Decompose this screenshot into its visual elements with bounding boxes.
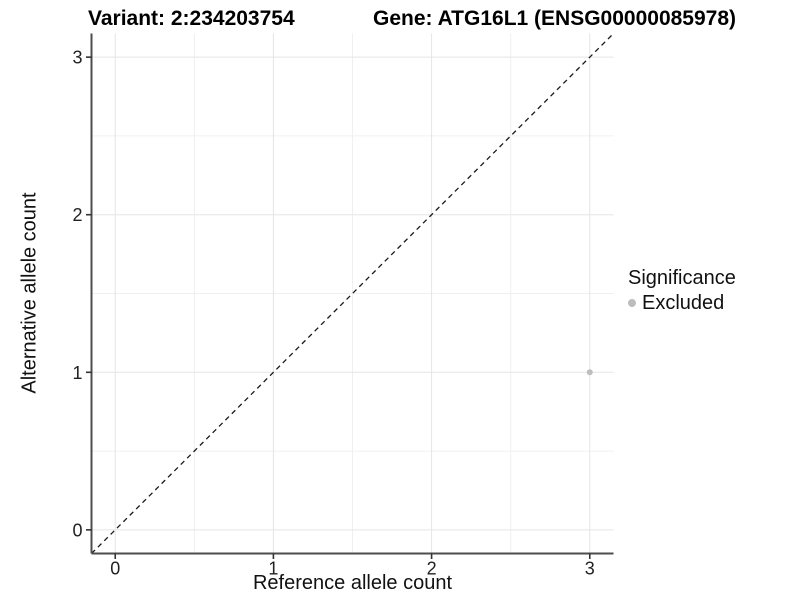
identity-line [91,33,614,554]
x-tick-label: 2 [427,559,437,579]
y-tick-label: 0 [72,520,82,540]
y-axis-title: Alternative allele count [18,192,41,394]
legend-entry-excluded: Excluded [628,291,736,315]
legend-entry-label: Excluded [642,292,725,314]
legend-title: Significance [628,267,736,289]
y-tick-label: 1 [72,363,82,383]
y-tick-label: 3 [72,48,82,68]
variant-title: Variant: 2:234203754 [88,7,295,30]
x-tick-label: 0 [110,559,120,579]
gene-title: Gene: ATG16L1 (ENSG00000085978) [373,7,737,30]
x-tick-label: 1 [268,559,278,579]
data-point [586,369,593,376]
x-tick-label: 3 [585,559,595,579]
x-axis-title: Reference allele count [252,572,452,594]
y-tick-label: 2 [72,205,82,225]
legend-point-icon [628,299,636,307]
legend: Significance Excluded [628,266,736,315]
